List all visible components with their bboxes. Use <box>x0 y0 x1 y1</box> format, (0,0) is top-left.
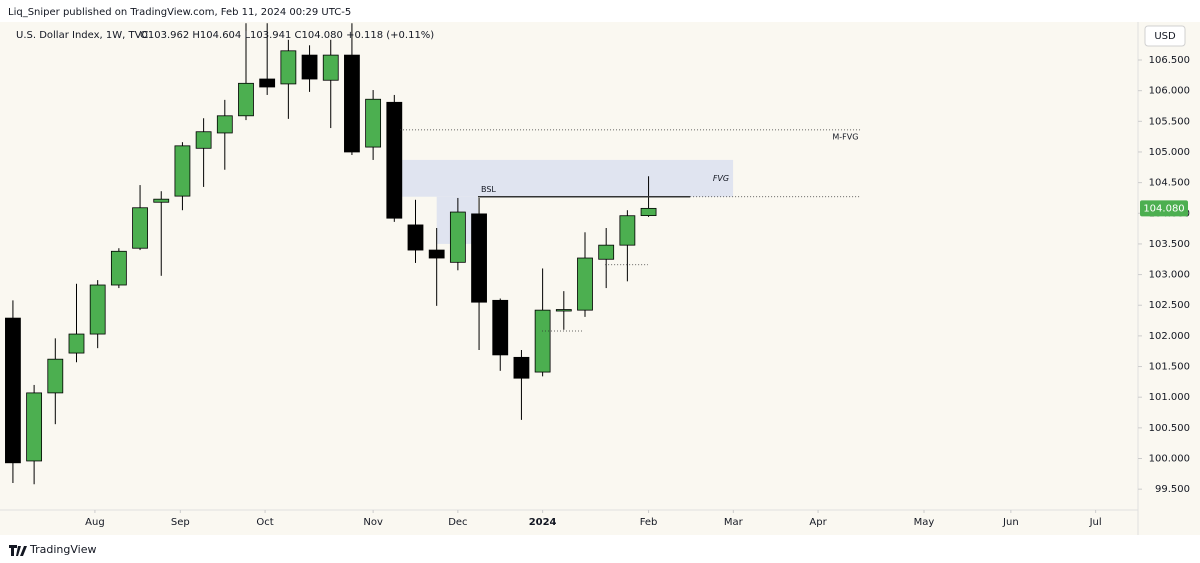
y-tick-label: 106.000 <box>1149 86 1190 97</box>
x-tick-label: Jul <box>1089 517 1102 528</box>
x-tick-label: Nov <box>363 517 383 528</box>
candle-body <box>534 309 551 373</box>
x-tick-label: May <box>914 517 935 528</box>
candle-body <box>238 82 254 117</box>
y-tick-label: 100.500 <box>1149 423 1190 434</box>
candle-body <box>195 131 212 149</box>
ohlc: O103.962 H104.604 L103.941 C104.080 +0.1… <box>140 30 434 41</box>
candle-body <box>174 145 191 197</box>
candle-body <box>577 257 593 311</box>
y-tick-label: 100.000 <box>1149 454 1190 465</box>
y-tick-label: 103.500 <box>1149 239 1190 250</box>
candle-body <box>280 50 297 85</box>
x-tick-label: Dec <box>448 517 467 528</box>
candle-body <box>640 207 657 217</box>
symbol: U.S. Dollar Index, 1W, TVC <box>16 30 148 41</box>
candle-body <box>132 207 148 249</box>
candle-body <box>471 213 487 303</box>
candle-body <box>598 244 615 260</box>
annotation-label: M-FVG <box>832 132 858 141</box>
x-tick-label: Jun <box>1002 517 1019 528</box>
y-tick-label: 105.500 <box>1149 116 1190 127</box>
candle-body <box>513 356 530 379</box>
x-tick-label: Mar <box>724 517 744 528</box>
x-tick-label: Oct <box>256 517 273 528</box>
candle-body <box>407 224 424 251</box>
zone-label: FVG <box>713 174 729 183</box>
candle-body <box>68 333 85 354</box>
annotation-label: BSL <box>481 185 496 194</box>
candle-body <box>5 317 21 464</box>
candle-body <box>26 392 43 462</box>
y-tick-label: 102.000 <box>1149 331 1190 342</box>
x-tick-label: Apr <box>809 517 827 528</box>
candle-body <box>216 115 233 134</box>
x-tick-label: Sep <box>171 517 190 528</box>
last-price-tag <box>1140 200 1188 217</box>
candle-body <box>555 309 572 312</box>
candle-body <box>619 215 636 246</box>
brand: TradingView <box>29 543 96 556</box>
candle-body <box>449 211 466 263</box>
candle-body <box>153 198 170 203</box>
tv-logo <box>9 545 27 556</box>
y-tick-label: 99.500 <box>1155 484 1190 495</box>
y-tick-label: 101.500 <box>1149 362 1190 373</box>
y-tick-label: 105.000 <box>1149 147 1190 158</box>
y-tick-label: 101.000 <box>1149 392 1190 403</box>
currency-button[interactable] <box>1144 25 1186 47</box>
publisher: Liq_Sniper published on TradingView.com,… <box>8 7 351 18</box>
top-bar <box>0 0 1200 22</box>
y-tick-label: 102.500 <box>1149 300 1190 311</box>
x-tick-label: Aug <box>85 517 105 528</box>
candle-body <box>89 284 106 335</box>
candle-body <box>47 358 64 394</box>
x-tick-label: 2024 <box>529 517 557 528</box>
y-tick-label: 104.500 <box>1149 178 1190 189</box>
candle-body <box>365 98 382 148</box>
x-tick-label: Feb <box>640 517 658 528</box>
candle-body <box>301 54 318 80</box>
candle-body <box>322 54 339 81</box>
chart-background <box>0 22 1200 535</box>
candle-body <box>492 299 509 356</box>
currency[interactable]: USD <box>1154 31 1176 42</box>
candle-body <box>428 249 445 259</box>
last-price-label: 104.080 <box>1143 203 1184 214</box>
y-tick-label: 106.500 <box>1149 55 1190 66</box>
candle-body <box>386 101 403 219</box>
footer <box>0 535 1200 563</box>
zone <box>400 159 734 197</box>
y-tick-label: 103.000 <box>1149 270 1190 281</box>
candle-body <box>344 54 360 153</box>
candle-body <box>110 250 127 286</box>
plot: FVG M-FVG BSL <box>5 23 861 485</box>
candle-body <box>259 78 276 88</box>
